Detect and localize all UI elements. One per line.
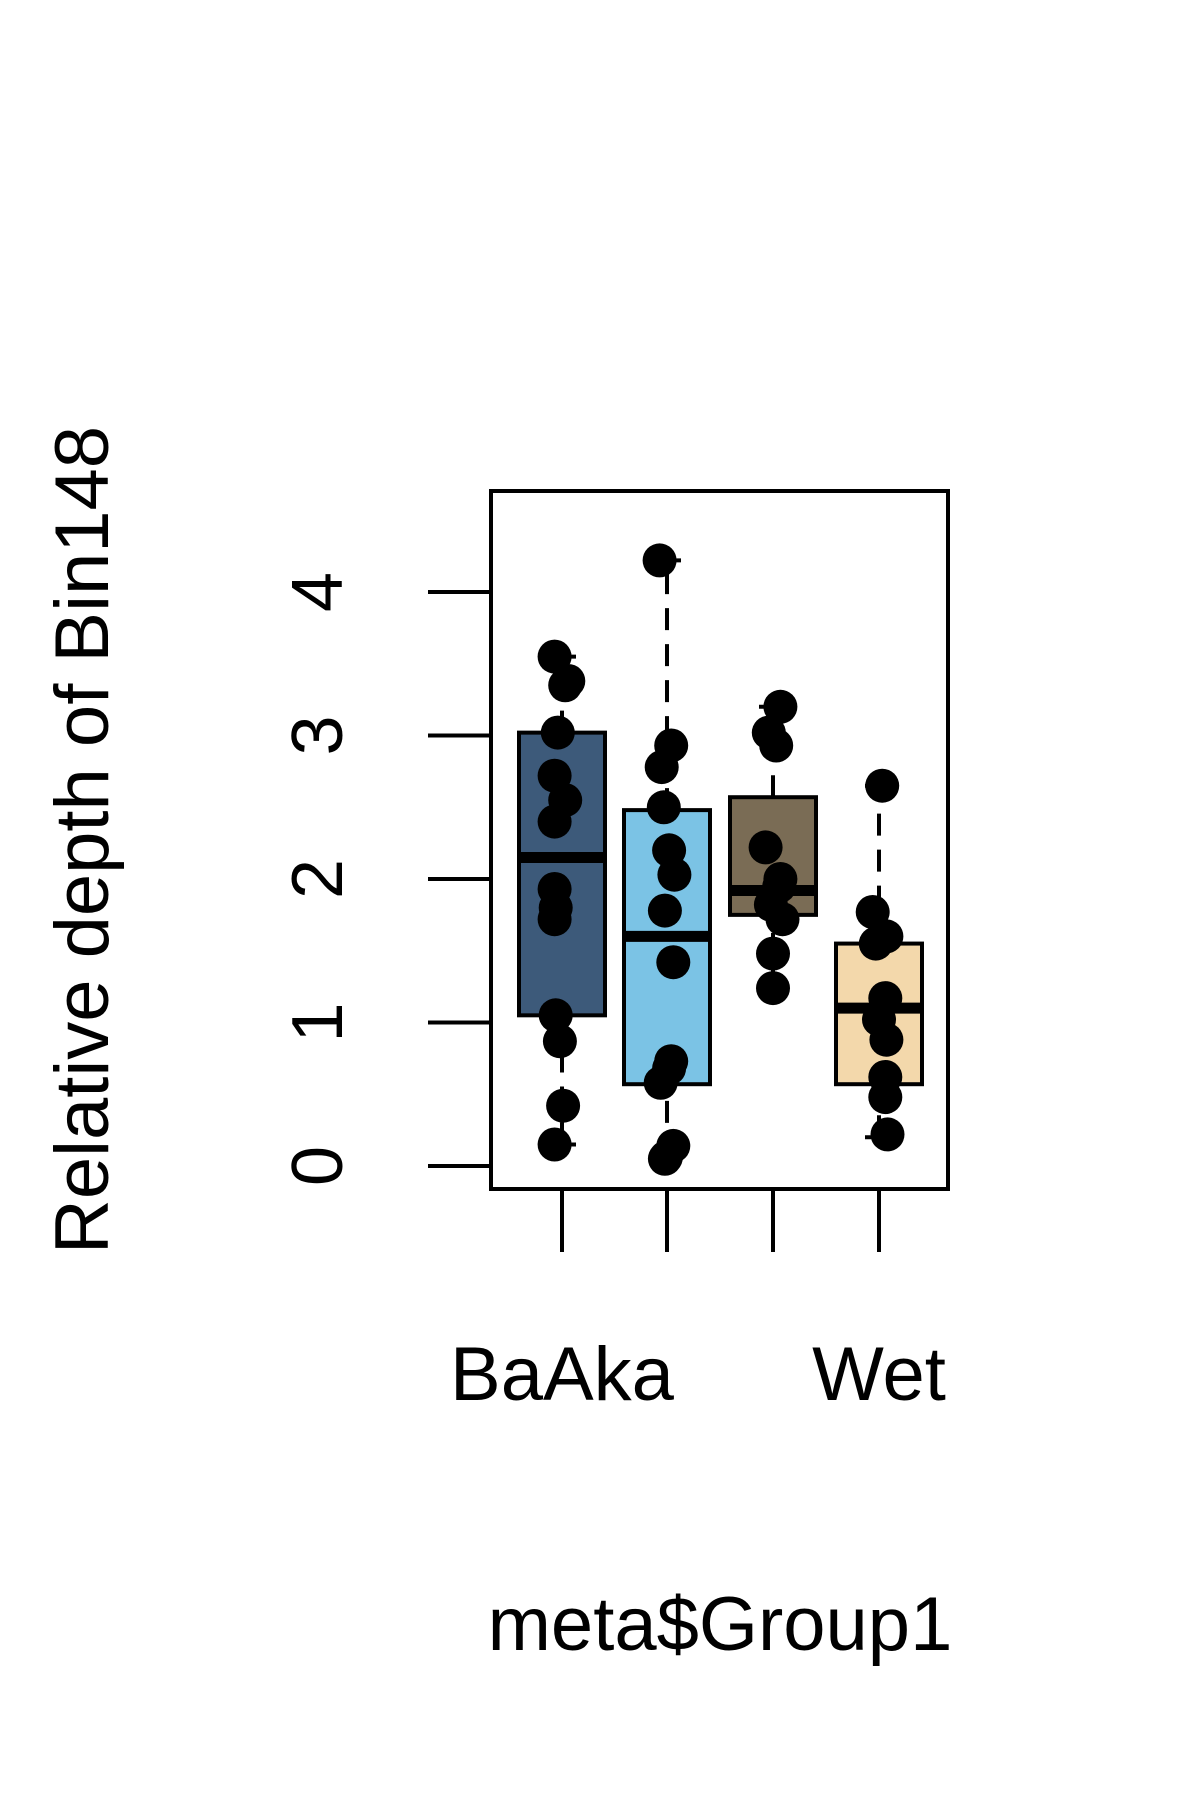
y-axis-label: Relative depth of Bin148: [40, 426, 125, 1254]
data-point: [537, 1127, 572, 1162]
y-tick-label: 2: [278, 859, 358, 899]
data-point: [538, 998, 573, 1033]
data-point: [647, 893, 682, 928]
data-point: [855, 895, 890, 929]
data-point: [537, 758, 572, 793]
x-axis-label: meta$Group1: [488, 1582, 953, 1667]
boxes-layer: [517, 558, 924, 1161]
data-point: [756, 936, 790, 971]
data-point: [652, 833, 687, 868]
data-point: [868, 1060, 903, 1094]
data-point: [656, 945, 691, 980]
data-point: [654, 728, 689, 763]
data-point: [540, 715, 575, 750]
data-point: [542, 1024, 577, 1059]
x-axis: BaAka Wet: [450, 1189, 946, 1417]
data-point: [756, 971, 790, 1006]
plot-frame: [489, 489, 950, 1191]
data-point: [763, 689, 798, 724]
data-point: [546, 1088, 581, 1123]
data-point: [751, 715, 786, 750]
data-point: [654, 1044, 689, 1079]
data-point: [865, 768, 900, 803]
data-point: [763, 862, 798, 896]
x-tick-label: BaAka: [450, 1332, 675, 1417]
y-tick-label: 3: [278, 715, 358, 755]
data-point: [537, 639, 572, 674]
points-layer: [537, 543, 905, 1176]
data-point: [868, 981, 903, 1016]
data-point: [642, 543, 677, 578]
x-tick-label: Wet: [812, 1332, 946, 1417]
y-axis: 0 1 2 3 4: [278, 572, 491, 1186]
data-point: [656, 1128, 691, 1163]
y-tick-label: 0: [278, 1146, 358, 1186]
data-point: [748, 830, 783, 865]
data-point: [646, 790, 681, 825]
y-tick-label: 1: [278, 1002, 358, 1042]
y-tick-label: 4: [278, 572, 358, 612]
data-point: [537, 872, 572, 906]
data-point: [870, 1117, 905, 1152]
